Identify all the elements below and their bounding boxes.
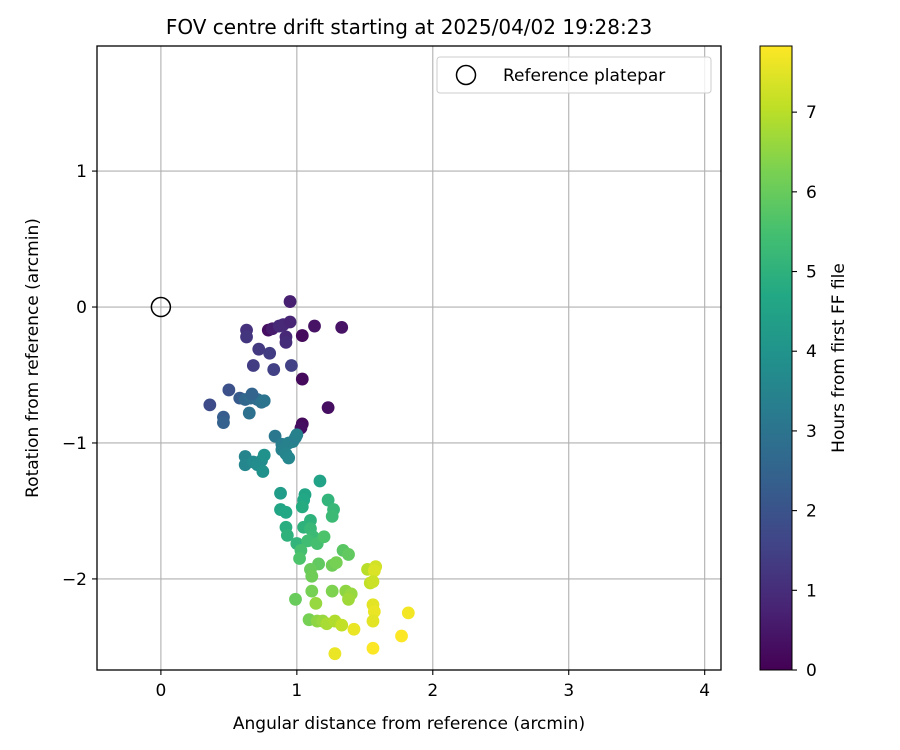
scatter-point xyxy=(366,575,380,589)
scatter-point xyxy=(321,493,335,507)
scatter-point xyxy=(267,363,281,376)
chart-title: FOV centre drift starting at 2025/04/02 … xyxy=(166,15,652,39)
scatter-point xyxy=(252,342,266,356)
scatter-point xyxy=(279,505,293,519)
colorbar-label: Hours from first FF file xyxy=(829,263,849,453)
colorbar-tick-label: 0 xyxy=(806,661,817,681)
scatter-point xyxy=(335,618,349,632)
colorbar-tick-label: 5 xyxy=(806,263,817,283)
scatter-point xyxy=(246,359,260,372)
legend-box xyxy=(436,56,712,94)
points-layer xyxy=(150,295,415,661)
scatter-point xyxy=(317,530,331,544)
scatter-point xyxy=(325,509,339,523)
colorbar-gradient xyxy=(759,45,793,671)
scatter-point xyxy=(274,486,287,500)
x-axis: 0 1 2 3 4 xyxy=(155,670,710,701)
scatter-point xyxy=(295,372,309,386)
scatter-point xyxy=(305,584,319,598)
scatter-point xyxy=(263,346,277,360)
x-tick-label: 2 xyxy=(427,681,438,701)
scatter-point xyxy=(308,319,321,333)
y-axis-label: Rotation from reference (arcmin) xyxy=(23,218,43,498)
scatter-point xyxy=(313,474,327,488)
scatter-point xyxy=(279,335,293,349)
scatter-point xyxy=(242,406,256,420)
scatter-point xyxy=(283,315,297,329)
scatter-point xyxy=(367,564,381,578)
scatter-point xyxy=(295,500,309,514)
scatter-point xyxy=(309,596,323,610)
scatter-point xyxy=(342,548,355,561)
scatter-point xyxy=(328,647,342,661)
x-axis-label: Angular distance from reference (arcmin) xyxy=(233,714,585,734)
y-tick-label: −1 xyxy=(62,434,87,454)
scatter-point xyxy=(256,465,270,478)
legend-entry-reference: Reference platepar xyxy=(503,66,665,86)
colorbar-tick-label: 4 xyxy=(806,342,817,362)
grid xyxy=(97,46,721,670)
scatter-point xyxy=(325,584,339,598)
colorbar-tick-label: 2 xyxy=(806,502,817,522)
x-tick-label: 4 xyxy=(699,681,710,701)
plot-area-frame xyxy=(96,45,722,671)
scatter-point xyxy=(245,387,259,401)
colorbar-ticks: 0 1 2 3 4 5 6 7 xyxy=(792,103,817,681)
colorbar-tick-label: 1 xyxy=(806,581,817,601)
scatter-point xyxy=(395,629,408,643)
scatter-point xyxy=(321,401,335,415)
colorbar-tick-label: 6 xyxy=(806,183,817,203)
colorbar-tick-label: 3 xyxy=(806,422,817,442)
scatter-point xyxy=(217,416,230,429)
scatter-point xyxy=(290,428,304,442)
scatter-point xyxy=(280,529,294,542)
scatter-point xyxy=(295,329,309,342)
scatter-point xyxy=(222,383,236,397)
x-tick-label: 3 xyxy=(563,681,574,701)
y-axis: −2 −1 0 1 xyxy=(62,162,97,590)
scatter-point xyxy=(283,295,297,308)
scatter-point xyxy=(335,321,349,334)
scatter-point xyxy=(203,398,217,412)
scatter-point xyxy=(289,592,302,606)
scatter-point xyxy=(366,614,380,628)
scatter-point xyxy=(282,451,296,465)
legend-reference-marker xyxy=(455,64,477,86)
scatter-point xyxy=(285,359,298,372)
scatter-point xyxy=(347,622,361,636)
scatter-point xyxy=(366,641,380,655)
scatter-point xyxy=(401,606,415,620)
scatter-point xyxy=(367,605,381,618)
scatter-point xyxy=(240,330,253,344)
scatter-point xyxy=(342,592,355,606)
y-tick-label: 0 xyxy=(76,298,87,318)
scatter-point xyxy=(257,448,271,462)
scatter-point xyxy=(329,556,343,570)
x-tick-label: 1 xyxy=(291,681,302,701)
colorbar: 0 1 2 3 4 5 6 7 Hours from first FF file xyxy=(759,45,849,681)
scatter-point xyxy=(293,552,306,565)
y-tick-label: −2 xyxy=(62,570,87,590)
x-tick-label: 0 xyxy=(155,681,166,701)
scatter-point xyxy=(305,569,319,583)
reference-platepar-marker xyxy=(150,296,172,318)
colorbar-tick-label: 7 xyxy=(806,103,817,123)
y-tick-label: 1 xyxy=(76,162,87,182)
scatter-point xyxy=(257,394,271,408)
legend: Reference platepar xyxy=(436,56,712,94)
